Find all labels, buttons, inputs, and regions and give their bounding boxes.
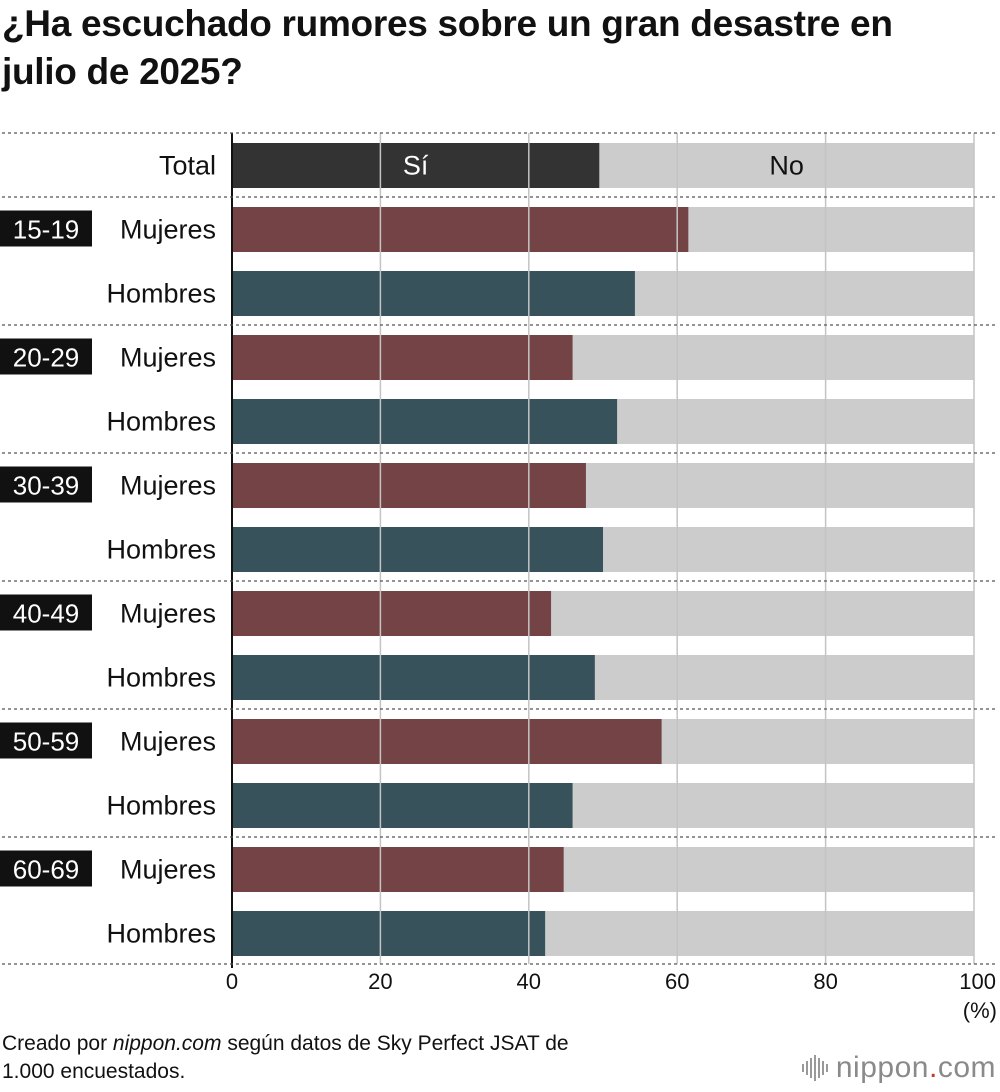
source-prefix: Creado por [2,1032,113,1055]
bar-yes-segment [232,911,546,956]
row-label: Mujeres [120,599,216,629]
x-tick-label: 100 [959,969,996,994]
age-group-label: 40-49 [13,599,80,629]
age-group-badge [0,850,92,887]
row-label: Total [159,151,216,181]
bar-yes-segment [232,591,552,636]
bar-yes-segment [232,207,689,252]
segment-label-yes: Sí [403,151,429,181]
source-site: nippon.com [112,1032,222,1055]
age-group-badge [0,338,92,375]
bar-yes-segment [232,271,635,316]
x-tick-label: 80 [813,969,837,994]
title-line-1: ¿Ha escuchado rumores sobre un gran desa… [2,3,893,44]
bar-yes-segment [232,463,586,508]
age-group-badge [0,210,92,247]
row-label: Mujeres [120,727,216,757]
age-group-badge [0,466,92,503]
row-label: Hombres [106,919,216,949]
bar-yes-segment [232,335,573,380]
title-line-2: julio de 2025? [2,51,243,92]
logo-wordmark: nippon.com [835,1051,996,1084]
bar-yes-segment [232,847,564,892]
x-tick-label: 20 [368,969,392,994]
source-note: Creado por nippon.com según datos de Sky… [2,1030,702,1086]
age-group-badge [0,594,92,631]
age-group-label: 50-59 [13,727,80,757]
chart-title: ¿Ha escuchado rumores sobre un gran desa… [2,0,998,96]
row-label: Hombres [106,535,216,565]
age-group-label: 30-39 [13,471,80,501]
age-group-badge [0,722,92,759]
age-group-label: 60-69 [13,855,80,885]
row-label: Mujeres [120,343,216,373]
bar-yes-segment [232,143,600,188]
nippon-logo: nippon.com [801,1048,996,1088]
segment-label-no: No [769,151,804,181]
x-tick-label: 60 [665,969,689,994]
row-label: Hombres [106,279,216,309]
source-middle: según datos de Sky Perfect JSAT de [221,1032,569,1055]
bar-yes-segment [232,655,595,700]
row-label: Mujeres [120,855,216,885]
row-label: Hombres [106,791,216,821]
row-label: Mujeres [120,215,216,245]
bar-yes-segment [232,783,573,828]
row-label: Mujeres [120,471,216,501]
x-tick-label: 0 [226,969,238,994]
bar-yes-segment [232,527,603,572]
row-label: Hombres [106,663,216,693]
stacked-bar-chart: Total Mujeres 15-19 Hombres Mujeres 20-29 Homb… [0,132,998,1023]
age-group-label: 20-29 [13,343,80,373]
bar-yes-segment [232,719,662,764]
bar-yes-segment [232,399,618,444]
row-label: Hombres [106,407,216,437]
logo-mark-icon [801,1055,828,1081]
x-axis-unit: (%) [963,998,997,1023]
x-tick-label: 40 [517,969,541,994]
source-line-2: 1.000 encuestados. [2,1060,186,1083]
age-group-label: 15-19 [13,215,80,245]
